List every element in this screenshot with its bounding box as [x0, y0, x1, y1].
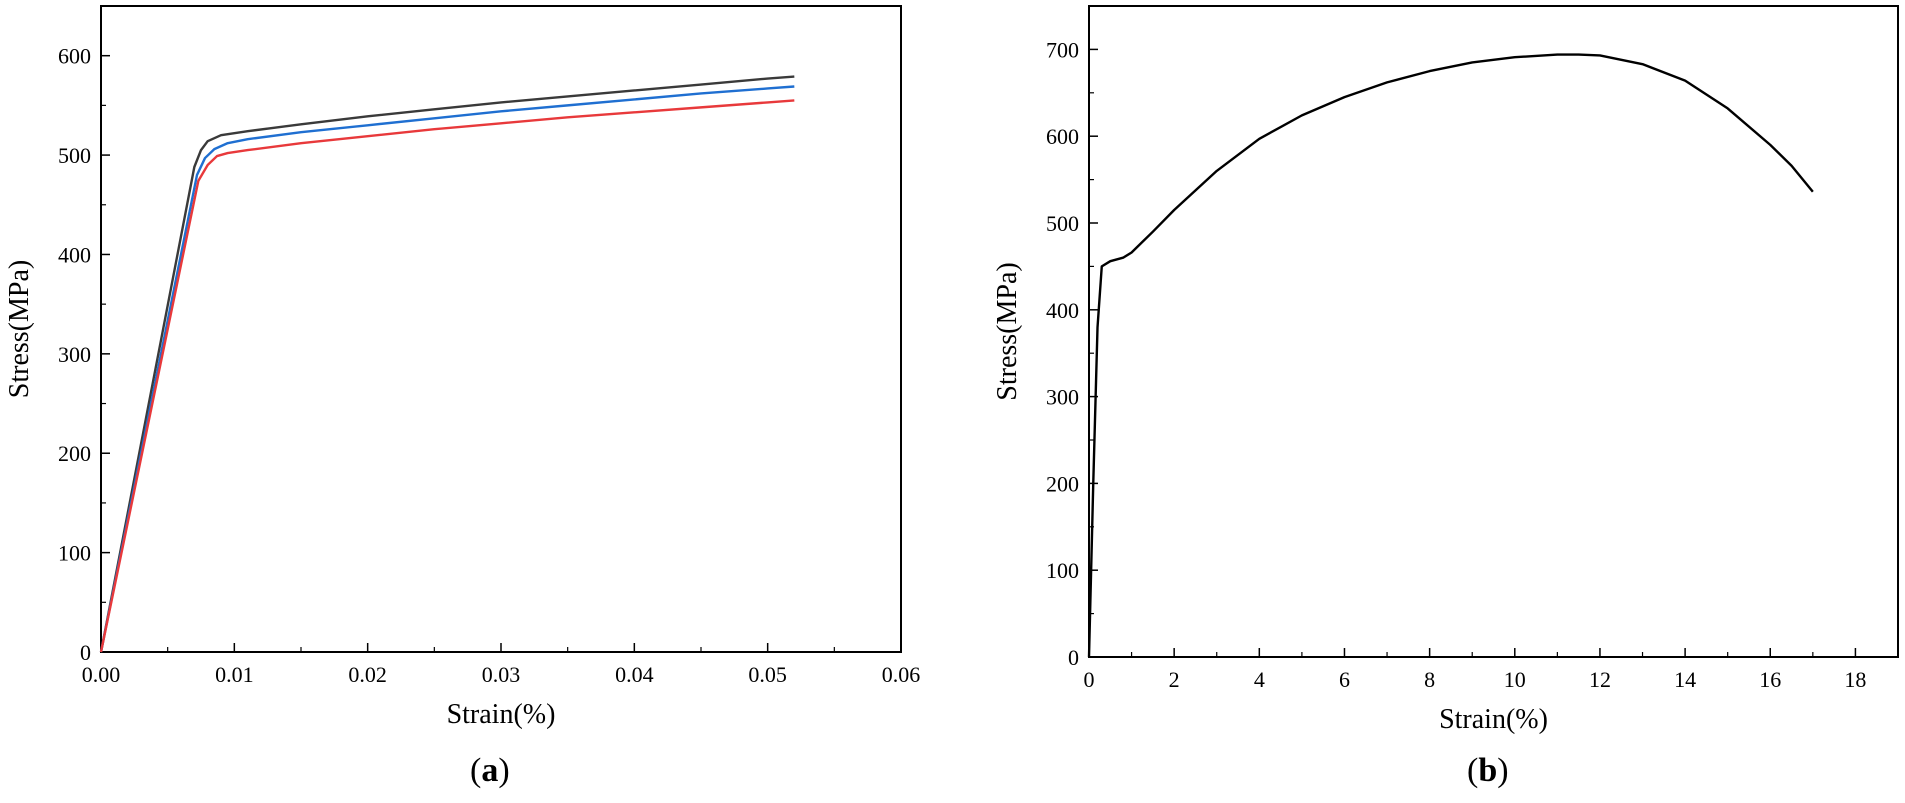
x-tick-label: 16: [1759, 667, 1781, 692]
x-tick-label: 0.04: [615, 662, 654, 687]
y-tick-label: 400: [58, 242, 91, 267]
series-line-1: [1087, 53, 1814, 658]
x-tick-label: 10: [1504, 667, 1526, 692]
x-tick-label: 12: [1589, 667, 1611, 692]
y-tick-label: 300: [1046, 385, 1079, 410]
x-tick-label: 18: [1844, 667, 1866, 692]
chart-panel-a: 0.00 0.01 0.02 0.03 0.04 0.05 0.06 0 100 200 300 40…: [4, 5, 921, 730]
series-line-1: [99, 75, 795, 653]
x-tick-label: 0.03: [482, 662, 521, 687]
x-axis-label: Strain(%): [1439, 704, 1548, 735]
panel-label-a: (a): [470, 752, 510, 789]
y-tick-label: 0: [1068, 645, 1079, 670]
x-tick-label: 0.05: [748, 662, 787, 687]
panel-letter-b: b: [1478, 752, 1498, 789]
y-tick-label: 600: [1046, 124, 1079, 149]
x-tick-label: 4: [1254, 667, 1265, 692]
x-tick-label: 0.01: [215, 662, 254, 687]
y-tick-label: 200: [58, 441, 91, 466]
series-line-3: [99, 99, 795, 653]
y-tick-label: 300: [58, 342, 91, 367]
chart-panel-b: 0 2 4 6 8 10 12 14 16 18 0 100 200 300 400 500 600 700 Str…: [992, 5, 1899, 735]
y-tick-label: 700: [1046, 37, 1079, 62]
x-tick-label: 0: [1084, 667, 1095, 692]
y-tick-label: 100: [1046, 558, 1079, 583]
y-axis-label: Stress(MPa): [4, 260, 35, 398]
series-line-2: [99, 85, 795, 653]
x-tick-label: 8: [1424, 667, 1435, 692]
x-tick-label: 14: [1674, 667, 1696, 692]
y-tick-label: 400: [1046, 298, 1079, 323]
y-tick-label: 500: [58, 143, 91, 168]
x-tick-label: 6: [1339, 667, 1350, 692]
x-tick-label: 0.00: [82, 662, 121, 687]
plot-frame: [1088, 5, 1899, 658]
x-axis-label: Strain(%): [447, 699, 556, 730]
x-tick-label: 0.02: [348, 662, 387, 687]
y-tick-label: 500: [1046, 211, 1079, 236]
y-axis-label: Stress(MPa): [992, 262, 1023, 400]
panel-letter-a: a: [481, 752, 499, 789]
panel-label-b: (b): [1467, 752, 1509, 789]
y-tick-label: 600: [58, 44, 91, 69]
y-tick-label: 100: [58, 541, 91, 566]
x-tick-label: 0.06: [882, 662, 921, 687]
y-tick-label: 0: [80, 640, 91, 665]
y-tick-label: 200: [1046, 471, 1079, 496]
x-tick-label: 2: [1169, 667, 1180, 692]
